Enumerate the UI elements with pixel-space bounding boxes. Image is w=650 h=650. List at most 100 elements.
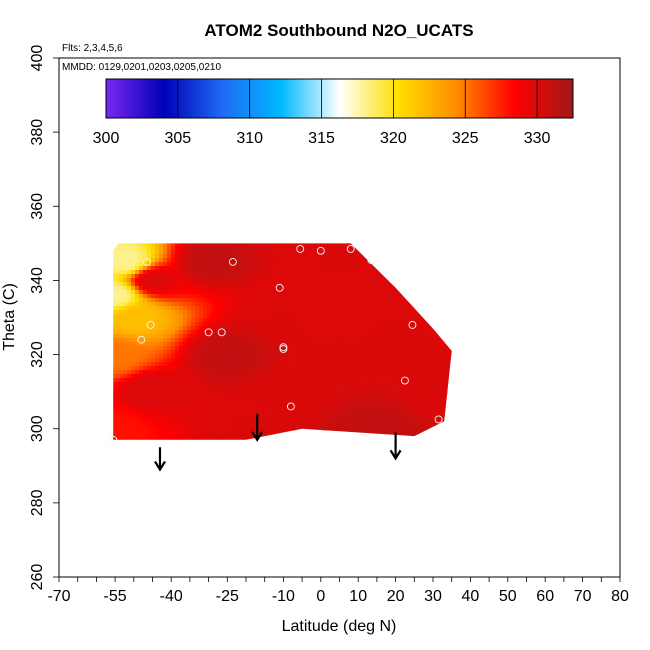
field-cell: [147, 538, 152, 543]
field-cell: [79, 278, 84, 283]
field-cell: [123, 74, 128, 79]
field-cell: [71, 162, 76, 167]
field-cell: [127, 166, 132, 171]
field-cell: [183, 394, 188, 399]
field-cell: [183, 562, 188, 567]
field-cell: [103, 178, 108, 183]
field-cell: [167, 442, 172, 447]
field-cell: [175, 282, 180, 287]
field-cell: [87, 182, 92, 187]
field-cell: [91, 166, 96, 171]
field-cell: [87, 230, 92, 235]
field-cell: [143, 534, 148, 539]
field-cell: [83, 110, 88, 115]
field-cell: [91, 82, 96, 87]
field-cell: [99, 206, 104, 211]
field-cell: [91, 378, 96, 383]
field-cell: [151, 186, 156, 191]
field-cell: [75, 230, 80, 235]
field-cell: [95, 186, 100, 191]
field-cell: [207, 122, 212, 127]
field-cell: [59, 354, 64, 359]
field-cell: [131, 450, 136, 455]
field-cell: [99, 78, 104, 83]
field-cell: [79, 250, 84, 255]
field-cell: [163, 298, 168, 303]
field-cell: [87, 394, 92, 399]
field-cell: [95, 206, 100, 211]
field-cell: [175, 506, 180, 511]
field-cell: [195, 254, 200, 259]
field-cell: [79, 414, 84, 419]
field-cell: [87, 242, 92, 247]
field-cell: [159, 442, 164, 447]
field-cell: [131, 366, 136, 371]
field-cell: [127, 398, 132, 403]
field-cell: [167, 198, 172, 203]
field-cell: [203, 494, 208, 499]
field-cell: [59, 262, 64, 267]
field-cell: [195, 166, 200, 171]
field-cell: [159, 294, 164, 299]
field-cell: [79, 118, 84, 123]
field-cell: [99, 486, 104, 491]
field-cell: [135, 418, 140, 423]
field-cell: [75, 470, 80, 475]
field-cell: [119, 378, 124, 383]
field-cell: [67, 542, 72, 547]
field-cell: [175, 150, 180, 155]
field-cell: [103, 394, 108, 399]
field-cell: [139, 394, 144, 399]
field-cell: [147, 266, 152, 271]
field-cell: [123, 442, 128, 447]
field-cell: [203, 138, 208, 143]
field-cell: [171, 410, 176, 415]
field-cell: [99, 150, 104, 155]
field-cell: [71, 206, 76, 211]
field-cell: [195, 262, 200, 267]
field-cell: [95, 274, 100, 279]
field-cell: [87, 322, 92, 327]
field-cell: [175, 566, 180, 571]
field-cell: [199, 290, 204, 295]
field-cell: [87, 282, 92, 287]
field-cell: [155, 262, 160, 267]
field-cell: [95, 550, 100, 555]
field-cell: [115, 234, 120, 239]
field-cell: [119, 538, 124, 543]
field-cell: [115, 226, 120, 231]
field-cell: [67, 494, 72, 499]
field-cell: [159, 422, 164, 427]
field-cell: [71, 190, 76, 195]
field-cell: [79, 454, 84, 459]
field-cell: [95, 98, 100, 103]
field-cell: [103, 474, 108, 479]
field-cell: [167, 530, 172, 535]
field-cell: [139, 454, 144, 459]
field-cell: [187, 370, 192, 375]
field-cell: [119, 446, 124, 451]
field-cell: [63, 570, 68, 575]
field-cell: [91, 518, 96, 523]
field-cell: [123, 234, 128, 239]
field-cell: [113, 318, 116, 323]
field-cell: [115, 466, 120, 471]
field-cell: [155, 546, 160, 551]
field-cell: [135, 366, 140, 371]
field-cell: [91, 534, 96, 539]
field-cell: [143, 350, 148, 355]
field-cell: [159, 410, 164, 415]
field-cell: [127, 154, 132, 159]
field-cell: [187, 438, 192, 440]
field-cell: [159, 262, 164, 267]
field-cell: [87, 198, 92, 203]
field-cell: [71, 282, 76, 287]
field-cell: [191, 246, 196, 251]
field-cell: [63, 346, 68, 351]
field-cell: [147, 218, 152, 223]
field-cell: [123, 514, 128, 519]
field-cell: [151, 370, 156, 375]
field-cell: [87, 494, 92, 499]
field-cell: [175, 158, 180, 163]
field-cell: [71, 394, 76, 399]
